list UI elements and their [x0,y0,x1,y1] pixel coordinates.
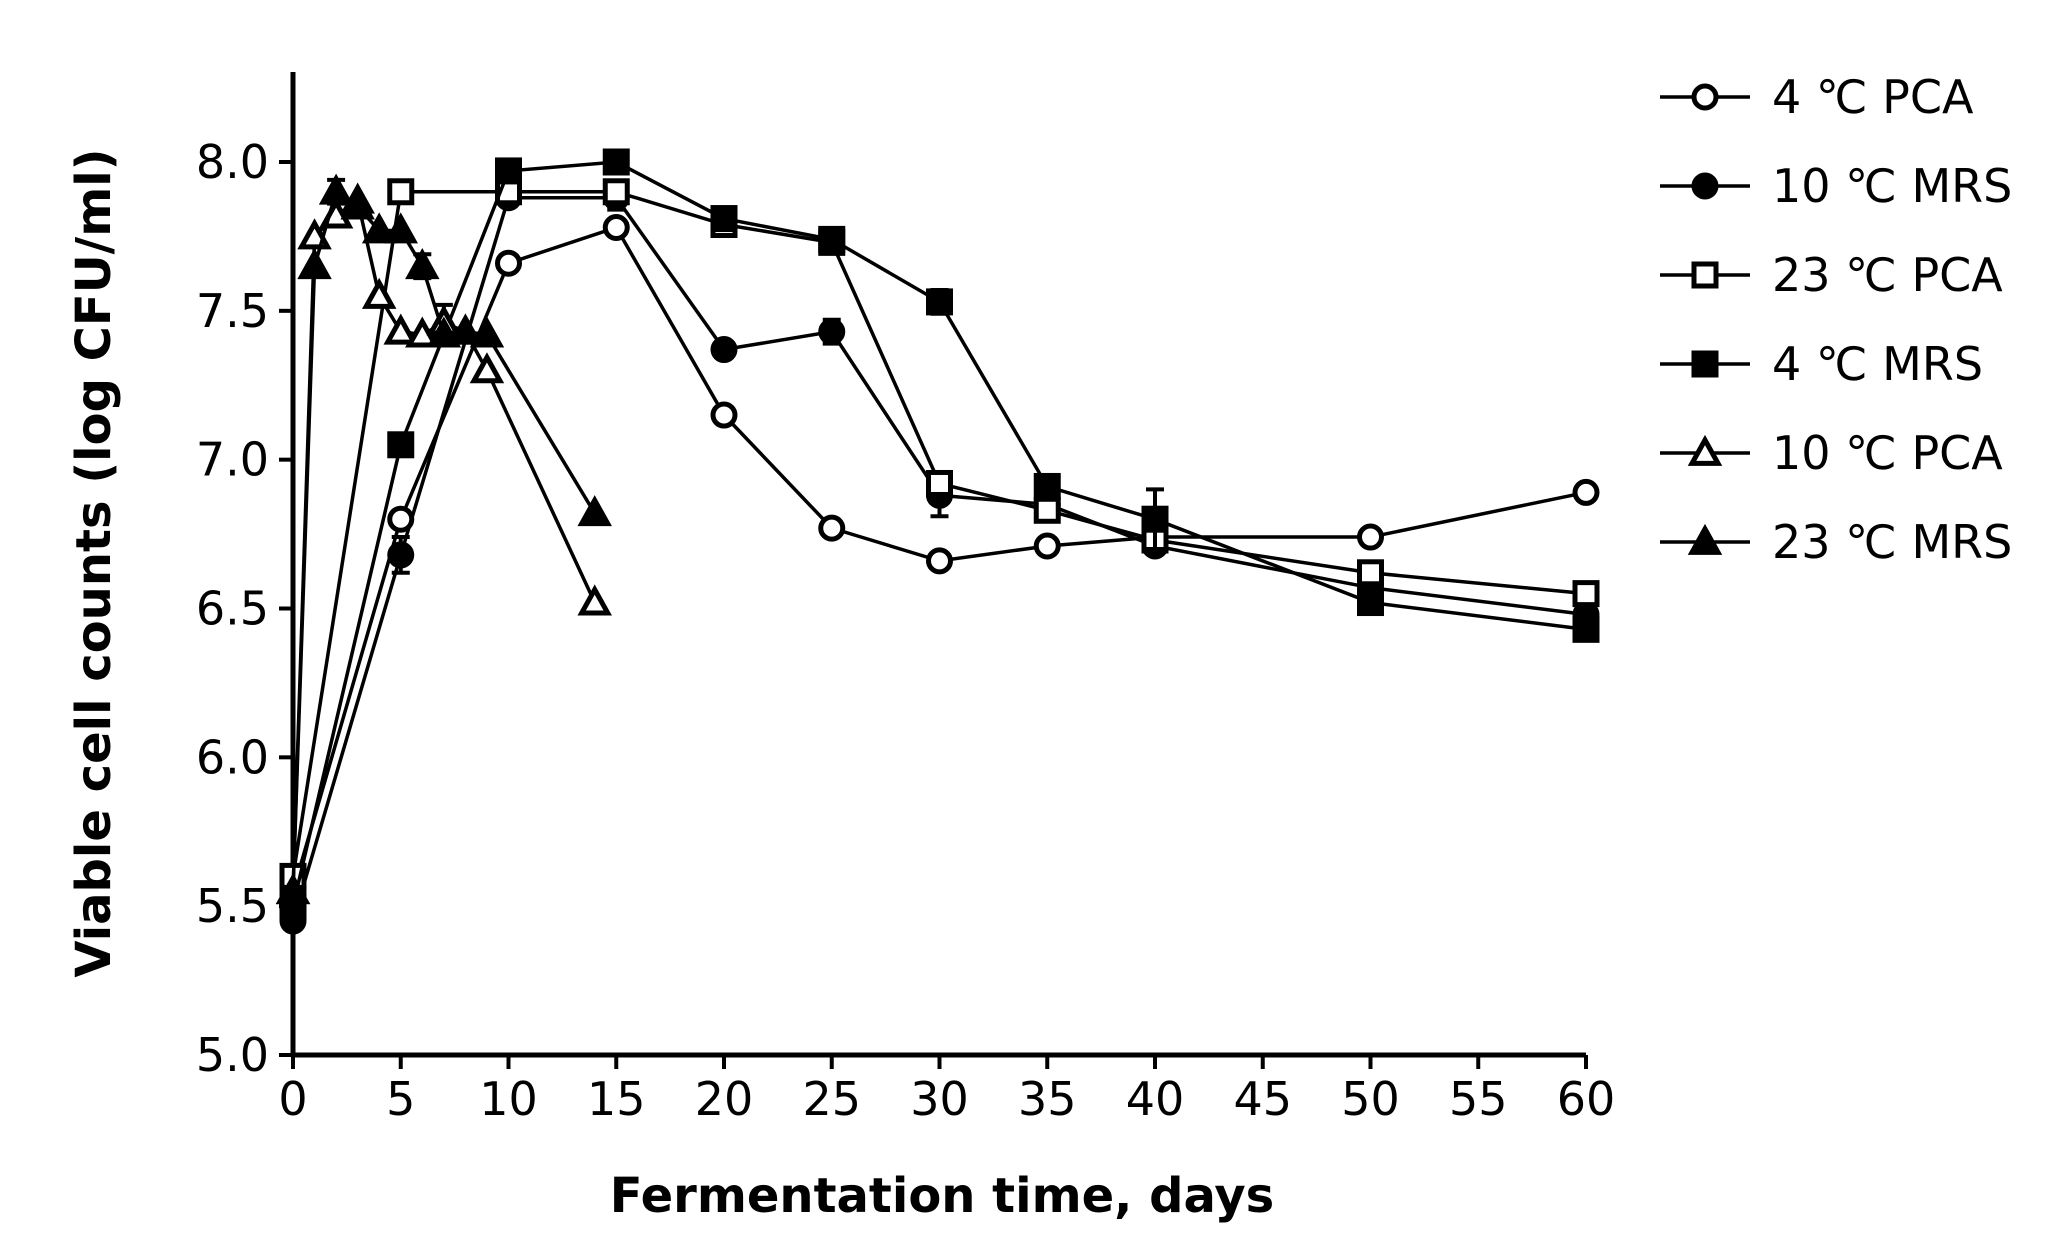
x-tick-label: 5 [386,1072,415,1126]
y-tick-label: 6.5 [196,582,269,636]
legend-label: 10 ℃ PCA [1772,426,2003,480]
data-point [469,316,505,348]
data-point [469,352,505,384]
x-axis-title: Fermentation time, days [610,1168,1274,1224]
x-tick-label: 35 [1018,1072,1077,1126]
data-point [275,873,311,905]
data-point [710,336,738,364]
data-point [818,318,846,346]
legend-label: 23 ℃ PCA [1772,248,2003,302]
data-point [297,248,332,280]
legend-label: 10 ℃ MRS [1772,159,2012,213]
data-point [1033,532,1061,560]
data-point [318,173,354,205]
data-point [405,248,440,280]
data-point [495,157,522,185]
y-ticks: 5.0 5.5 6.0 6.5 7.0 7.5 8.0 [196,135,293,1082]
series-layer [275,148,1600,935]
series-3 [279,148,1600,920]
data-point [361,212,397,244]
y-tick-label: 5.0 [196,1028,269,1082]
data-point [1357,589,1384,617]
data-point [1572,615,1600,643]
x-tick-label: 10 [479,1072,538,1126]
data-point [387,431,415,459]
data-point [1572,580,1600,608]
legend-item: 23 ℃ MRS [1660,515,2012,569]
data-point [1572,478,1600,506]
series-line [291,188,597,892]
legend-item: 10 ℃ PCA [1660,426,2003,480]
y-tick-label: 7.5 [196,284,269,338]
series-0 [279,213,1600,905]
data-point [926,547,953,575]
data-point [602,148,630,176]
data-point [340,188,375,220]
legend-label: 23 ℃ MRS [1772,515,2012,569]
data-point [818,514,846,542]
legend-marker [1691,350,1719,378]
legend-item: 10 ℃ MRS [1660,159,2012,213]
data-point [818,225,846,253]
data-point [1033,496,1061,524]
x-tick-label: 30 [910,1072,969,1126]
data-point [383,212,418,244]
data-point [387,178,415,206]
data-point [361,277,397,309]
data-point [710,401,738,429]
x-ticks: 0 5 10 15 20 25 30 35 40 45 50 55 60 [278,1055,1615,1126]
y-tick-label: 7.0 [196,433,269,487]
y-tick-label: 5.5 [196,879,269,933]
y-tick-label: 8.0 [196,135,269,189]
x-tick-label: 55 [1449,1072,1508,1126]
data-point [448,313,483,345]
legend-marker [1691,83,1719,111]
legend-marker [1691,172,1719,200]
data-point [926,288,953,316]
legend-label: 4 ℃ MRS [1772,337,1983,391]
data-point [710,205,738,233]
data-point [383,313,418,345]
y-tick-label: 6.0 [196,730,269,784]
legend-marker [1687,434,1723,466]
data-point [387,541,415,569]
x-tick-label: 25 [802,1072,861,1126]
data-point [1033,472,1061,500]
data-point [577,495,612,527]
legend-marker [1687,523,1723,555]
x-tick-label: 50 [1341,1072,1400,1126]
data-point [1357,523,1384,551]
data-point [602,213,630,241]
data-point [926,469,953,497]
x-tick-label: 20 [695,1072,754,1126]
x-tick-label: 60 [1557,1072,1616,1126]
y-axis-title: Viable cell counts (log CFU/ml) [66,148,122,977]
data-point [577,584,612,616]
series-5 [275,173,612,905]
legend: 4 ℃ PCA 10 ℃ MRS 23 ℃ PCA 4 ℃ MRS 10 ℃ PCA 23… [1660,70,2012,569]
data-point [1357,559,1384,587]
series-2 [279,178,1600,890]
data-point [602,178,630,206]
data-point [495,249,522,277]
data-point [426,316,462,348]
legend-item: 4 ℃ MRS [1660,337,1983,391]
data-point [1141,505,1169,533]
legend-item: 23 ℃ PCA [1660,248,2003,302]
legend-label: 4 ℃ PCA [1772,70,1974,124]
x-tick-label: 15 [587,1072,646,1126]
x-tick-label: 0 [278,1072,307,1126]
legend-marker [1691,261,1719,289]
legend-item: 4 ℃ PCA [1660,70,1974,124]
x-tick-label: 40 [1126,1072,1185,1126]
x-tick-label: 45 [1233,1072,1292,1126]
